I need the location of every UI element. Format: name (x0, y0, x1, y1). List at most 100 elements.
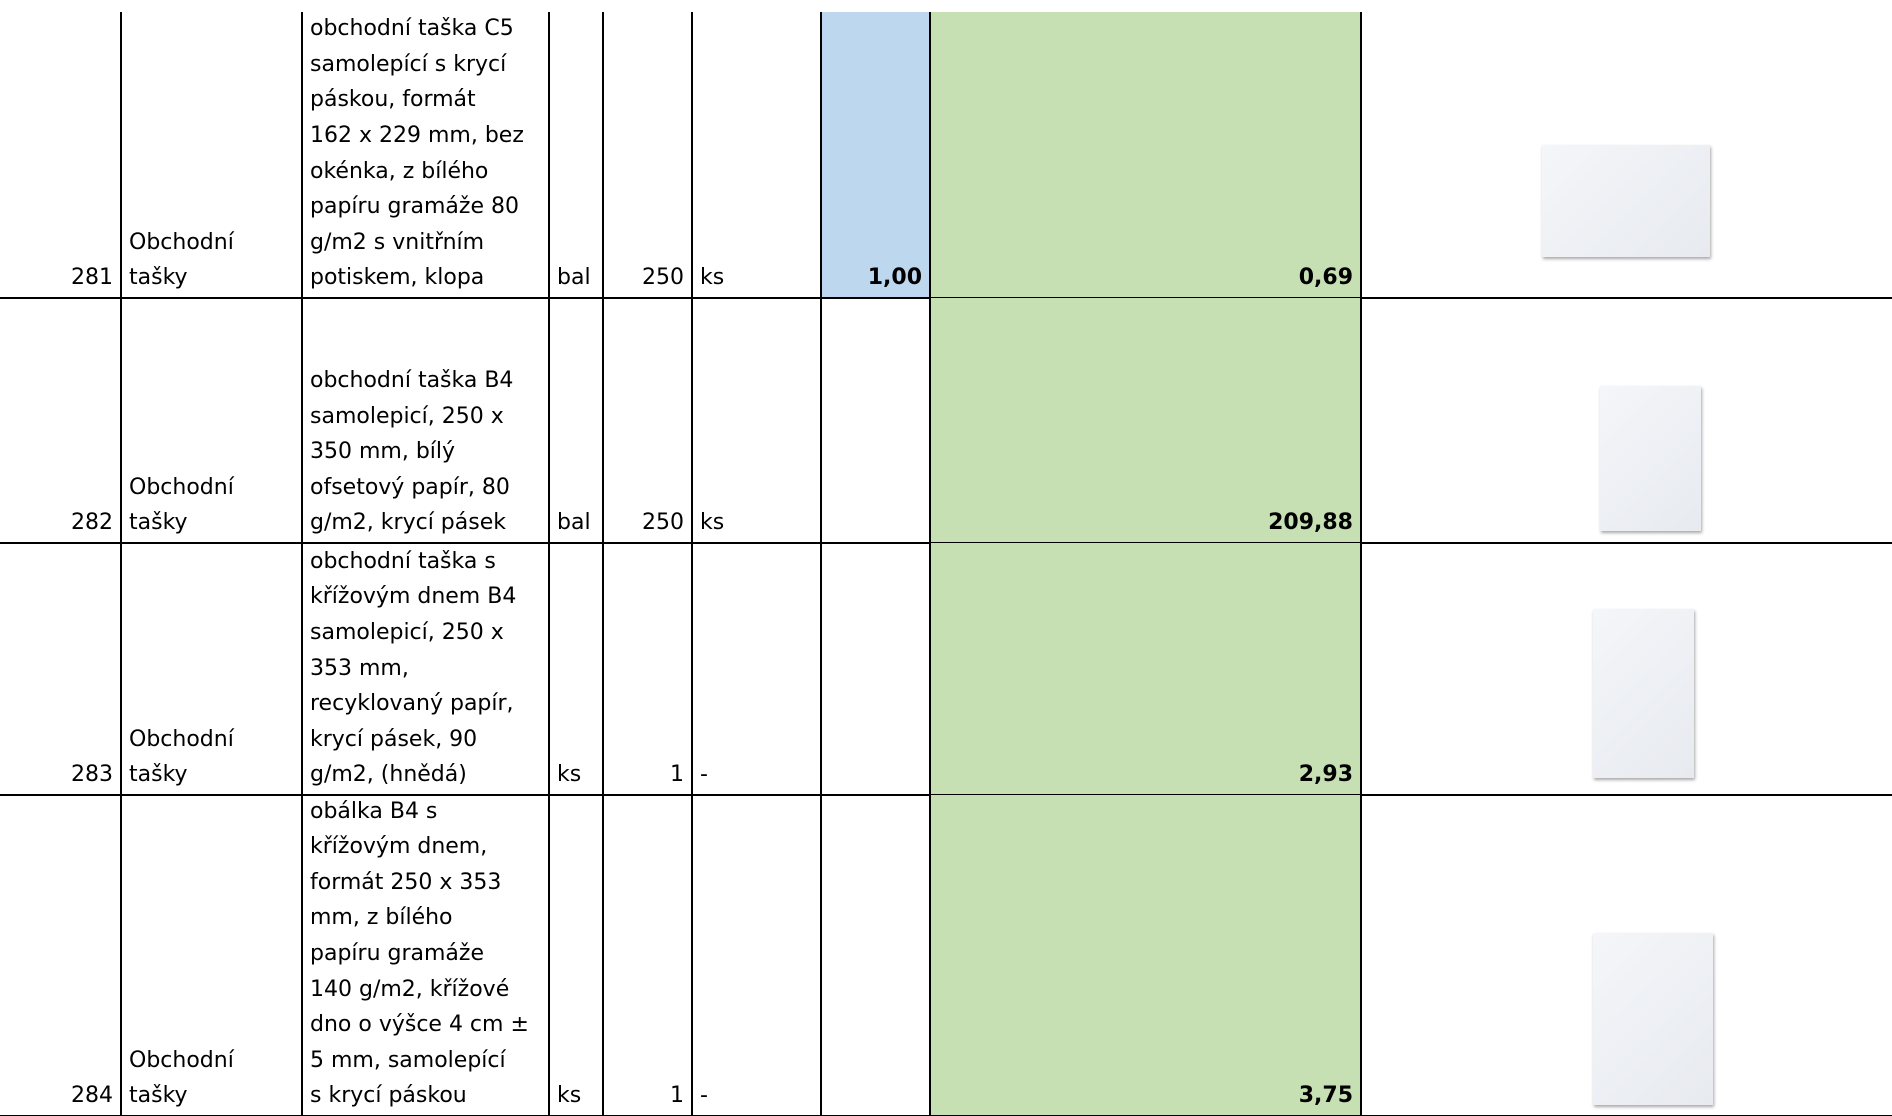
category: Obchodní tašky (121, 12, 302, 298)
category-line: Obchodní (129, 474, 234, 500)
pack-unit-line: - (700, 1083, 708, 1109)
pack-unit-line: ks (700, 265, 725, 291)
unit: ks (549, 543, 603, 795)
unit-line: bal (557, 510, 591, 536)
category-line: Obchodní (129, 1047, 234, 1073)
quantity-line: 1 (670, 762, 684, 788)
pack-unit-line: - (700, 762, 708, 788)
row-number: 283 (0, 543, 121, 795)
description-line: obchodní taška B4 (310, 368, 514, 394)
amount: 1,00 (821, 12, 930, 298)
description-line: okénka, z bílého (310, 158, 489, 184)
category: Obchodní tašky (121, 298, 302, 543)
description-line: samolepicí, 250 x (310, 403, 504, 429)
row-border (0, 542, 1892, 544)
description-line: křížovým dnem, (310, 834, 488, 860)
category-line: Obchodní (129, 229, 234, 255)
category-line: tašky (129, 265, 188, 291)
category-line: tašky (129, 510, 188, 536)
description-line: g/m2 s vnitřním (310, 229, 485, 255)
column-border (602, 12, 604, 1116)
row-number-line: 282 (71, 510, 113, 536)
price-fill (930, 298, 1361, 543)
product-image (1600, 386, 1701, 531)
description-line: 162 x 229 mm, bez (310, 123, 524, 149)
row-border (0, 794, 1892, 796)
quantity-line: 1 (670, 1083, 684, 1109)
price-fill (930, 543, 1361, 795)
row-number-line: 281 (71, 265, 113, 291)
pack-unit: - (692, 543, 821, 795)
description-line: 140 g/m2, křížové (310, 976, 510, 1002)
unit-line: bal (557, 265, 591, 291)
description: obchodní taška s křížovým dnem B4 samolepi… (302, 543, 549, 795)
description-line: obchodní taška s (310, 548, 496, 574)
description: obchodní taška C5 samolepící s krycí pásko… (302, 12, 549, 298)
price: 3,75 (930, 795, 1361, 1116)
row-number: 282 (0, 298, 121, 543)
product-image (1542, 145, 1710, 257)
category-line: tašky (129, 1083, 188, 1109)
column-border (120, 12, 122, 1116)
column-border (929, 12, 931, 1116)
description-line: obálka B4 s (310, 798, 438, 824)
pack-unit: ks (692, 298, 821, 543)
pack-unit-line: ks (700, 510, 725, 536)
row-number-line: 284 (71, 1083, 113, 1109)
price-fill (930, 12, 1361, 298)
description: obálka B4 s křížovým dnem, formát 250 x 35… (302, 795, 549, 1116)
pack-unit: - (692, 795, 821, 1116)
price-line: 3,75 (1298, 1083, 1353, 1109)
price: 209,88 (930, 298, 1361, 543)
amount-fill (821, 12, 930, 298)
unit: ks (549, 795, 603, 1116)
row-number-line: 283 (71, 762, 113, 788)
price-line: 0,69 (1298, 265, 1353, 291)
description-line: samolepící s krycí (310, 51, 507, 77)
unit: bal (549, 12, 603, 298)
row-number: 281 (0, 12, 121, 298)
price-fill (930, 795, 1361, 1116)
column-border (301, 12, 303, 1116)
pack-unit: ks (692, 12, 821, 298)
description-line: 5 mm, samolepící (310, 1047, 506, 1073)
description-line: krycí pásek, 90 (310, 726, 478, 752)
description-line: 350 mm, bílý (310, 439, 456, 465)
quantity-line: 250 (642, 510, 684, 536)
product-image (1593, 609, 1694, 778)
description-line: obchodní taška C5 (310, 16, 514, 42)
category: Obchodní tašky (121, 543, 302, 795)
price: 2,93 (930, 543, 1361, 795)
unit-line: ks (557, 1083, 582, 1109)
description: obchodní taška B4 samolepicí, 250 x 350 mm… (302, 298, 549, 543)
description-line: g/m2, krycí pásek (310, 510, 506, 536)
description-line: ofsetový papír, 80 (310, 474, 510, 500)
price: 0,69 (930, 12, 1361, 298)
category-line: Obchodní (129, 726, 234, 752)
description-line: potiskem, klopa (310, 265, 485, 291)
unit: bal (549, 298, 603, 543)
column-border (1360, 12, 1362, 1116)
description-line: s krycí páskou (310, 1083, 467, 1109)
category: Obchodní tašky (121, 795, 302, 1116)
column-border (548, 12, 550, 1116)
description-line: 353 mm, (310, 655, 409, 681)
unit-line: ks (557, 762, 582, 788)
price-line: 2,93 (1298, 762, 1353, 788)
description-line: samolepicí, 250 x (310, 620, 504, 646)
quantity: 250 (603, 298, 692, 543)
quantity: 1 (603, 543, 692, 795)
description-line: mm, z bílého (310, 905, 453, 931)
description-line: papíru gramáže 80 (310, 194, 519, 220)
quantity: 250 (603, 12, 692, 298)
description-line: páskou, formát (310, 87, 476, 113)
description-line: recyklovaný papír, (310, 691, 514, 717)
product-image (1593, 933, 1713, 1105)
category-line: tašky (129, 762, 188, 788)
column-border (820, 12, 822, 1116)
row-number: 284 (0, 795, 121, 1116)
description-line: papíru gramáže (310, 941, 484, 967)
amount-line: 1,00 (867, 265, 922, 291)
column-border (691, 12, 693, 1116)
